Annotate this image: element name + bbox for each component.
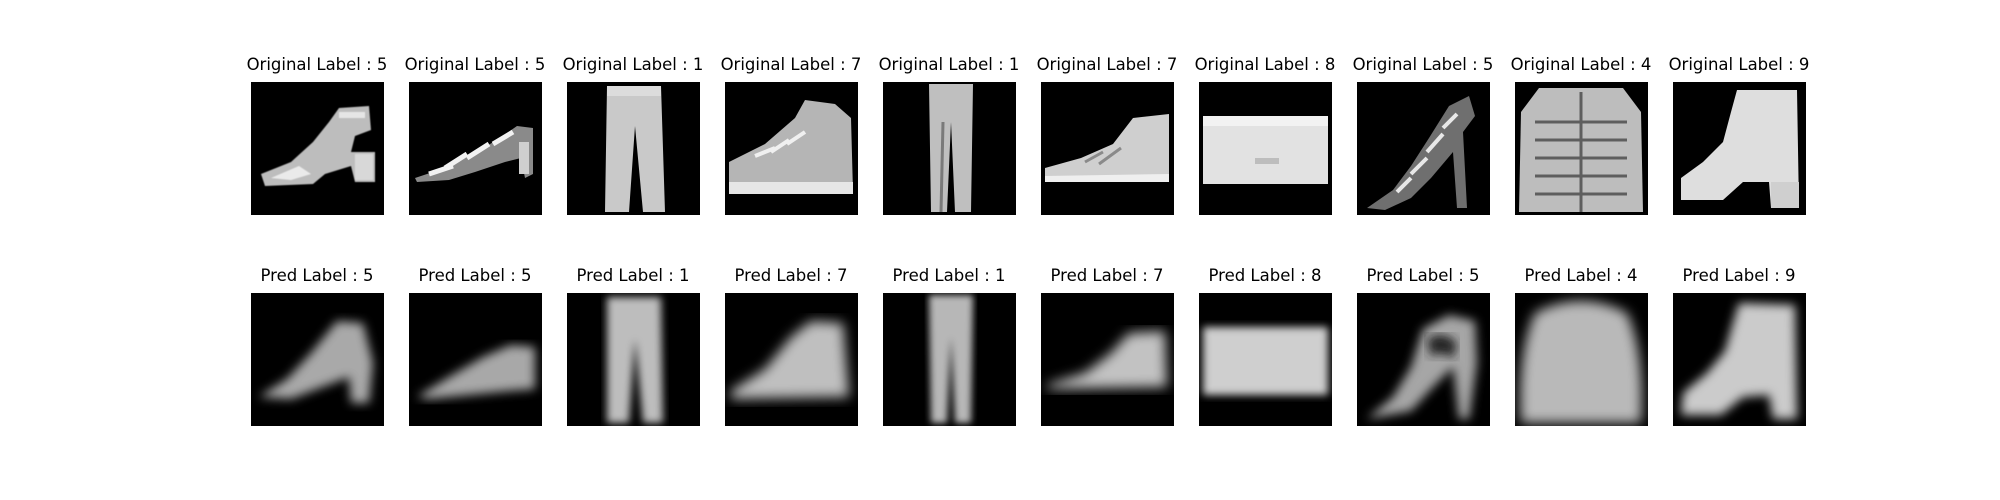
original-image (1199, 82, 1332, 215)
blurry-trouser-icon (929, 295, 973, 423)
predicted-images-row: Pred Label : 5 Pred Label : 5 Pred Label… (0, 264, 2000, 454)
blurry-sandal-icon (259, 321, 373, 403)
original-cell-8: Original Label : 5 (1343, 53, 1503, 215)
original-image (567, 82, 700, 215)
original-image (251, 82, 384, 215)
original-cell-9: Original Label : 4 (1501, 53, 1661, 215)
pred-cell-7: Pred Label : 8 (1185, 264, 1345, 426)
original-label-title: Original Label : 9 (1668, 55, 1810, 74)
pred-image (1515, 293, 1648, 426)
original-label-title: Original Label : 5 (404, 55, 546, 74)
original-image (1357, 82, 1490, 215)
pred-image (251, 293, 384, 426)
pred-label-title: Pred Label : 9 (1682, 266, 1796, 285)
original-cell-2: Original Label : 5 (395, 53, 555, 215)
pred-label-title: Pred Label : 7 (734, 266, 848, 285)
ankle-boot-icon (1681, 90, 1799, 208)
pred-label-title: Pred Label : 4 (1524, 266, 1638, 285)
original-label-title: Original Label : 7 (720, 55, 862, 74)
bag-icon (1203, 116, 1328, 184)
blurry-sneaker-icon (731, 321, 849, 399)
pred-label-title: Pred Label : 1 (892, 266, 1006, 285)
original-cell-5: Original Label : 1 (869, 53, 1029, 215)
pred-image (725, 293, 858, 426)
pred-cell-9: Pred Label : 4 (1501, 264, 1661, 426)
pred-label-title: Pred Label : 1 (576, 266, 690, 285)
original-label-title: Original Label : 5 (1352, 55, 1494, 74)
pred-image (1199, 293, 1332, 426)
sneaker-icon (729, 100, 853, 194)
pred-label-title: Pred Label : 8 (1208, 266, 1322, 285)
original-image (1041, 82, 1174, 215)
pred-image (883, 293, 1016, 426)
blurry-ankle-boot-icon (1681, 303, 1797, 419)
heeled-sandal-icon (1367, 96, 1475, 210)
pred-image (1041, 293, 1174, 426)
pred-cell-4: Pred Label : 7 (711, 264, 871, 426)
original-cell-7: Original Label : 8 (1185, 53, 1345, 215)
sneaker-icon (1045, 114, 1169, 182)
blurry-sneaker-icon (1047, 331, 1167, 389)
original-label-title: Original Label : 7 (1036, 55, 1178, 74)
original-image (883, 82, 1016, 215)
coat-icon (1519, 88, 1643, 212)
original-images-row: Original Label : 5 Original Label : 5 (0, 53, 2000, 243)
pred-cell-2: Pred Label : 5 (395, 264, 555, 426)
pred-cell-6: Pred Label : 7 (1027, 264, 1187, 426)
pred-image (567, 293, 700, 426)
pred-image (409, 293, 542, 426)
blurry-coat-icon (1520, 301, 1642, 423)
blurry-bag-icon (1203, 327, 1328, 395)
blurry-trouser-icon (607, 297, 663, 423)
original-cell-10: Original Label : 9 (1659, 53, 1819, 215)
original-image (725, 82, 858, 215)
pred-image (1357, 293, 1490, 426)
pred-image (1673, 293, 1806, 426)
trouser-icon (605, 86, 665, 212)
original-image (1515, 82, 1648, 215)
pred-label-title: Pred Label : 5 (1366, 266, 1480, 285)
sandal-icon (261, 106, 375, 186)
original-label-title: Original Label : 5 (246, 55, 388, 74)
pred-cell-10: Pred Label : 9 (1659, 264, 1819, 426)
pred-label-title: Pred Label : 7 (1050, 266, 1164, 285)
trouser-icon (929, 84, 973, 213)
original-label-title: Original Label : 1 (562, 55, 704, 74)
original-image (1673, 82, 1806, 215)
pred-label-title: Pred Label : 5 (418, 266, 532, 285)
blurry-heeled-sandal-icon (1367, 315, 1477, 419)
original-cell-6: Original Label : 7 (1027, 53, 1187, 215)
original-image (409, 82, 542, 215)
pred-label-title: Pred Label : 5 (260, 266, 374, 285)
original-label-title: Original Label : 4 (1510, 55, 1652, 74)
pred-cell-3: Pred Label : 1 (553, 264, 713, 426)
pred-cell-8: Pred Label : 5 (1343, 264, 1503, 426)
original-cell-3: Original Label : 1 (553, 53, 713, 215)
original-label-title: Original Label : 8 (1194, 55, 1336, 74)
original-cell-1: Original Label : 5 (237, 53, 397, 215)
original-cell-4: Original Label : 7 (711, 53, 871, 215)
strappy-sandal-icon (415, 126, 533, 182)
original-label-title: Original Label : 1 (878, 55, 1020, 74)
blurry-sandal-icon (417, 345, 535, 399)
pred-cell-5: Pred Label : 1 (869, 264, 1029, 426)
pred-cell-1: Pred Label : 5 (237, 264, 397, 426)
